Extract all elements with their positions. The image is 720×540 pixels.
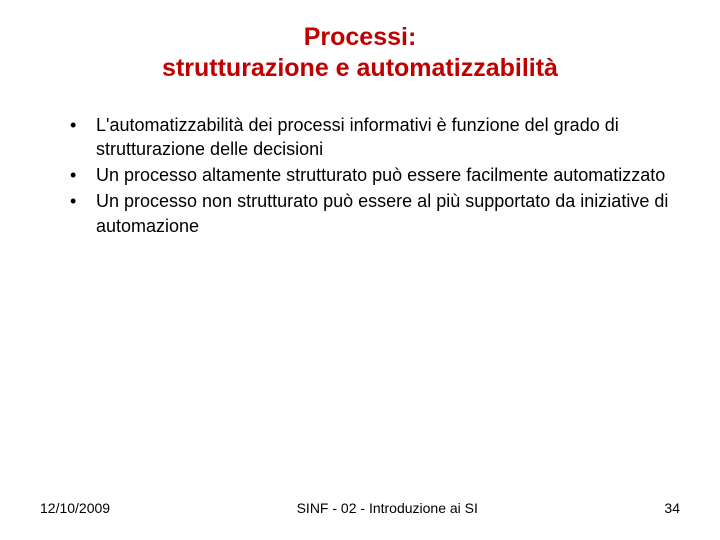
bullet-item: L'automatizzabilità dei processi informa… <box>70 113 680 162</box>
title-line-1: Processi: <box>40 22 680 53</box>
slide: Processi: strutturazione e automatizzabi… <box>0 0 720 540</box>
footer-center: SINF - 02 - Introduzione ai SI <box>110 500 664 516</box>
slide-footer: 12/10/2009 SINF - 02 - Introduzione ai S… <box>0 500 720 516</box>
bullet-list: L'automatizzabilità dei processi informa… <box>40 113 680 238</box>
bullet-item: Un processo non strutturato può essere a… <box>70 189 680 238</box>
title-line-2: strutturazione e automatizzabilità <box>40 53 680 84</box>
footer-page-number: 34 <box>664 500 680 516</box>
footer-date: 12/10/2009 <box>40 500 110 516</box>
bullet-item: Un processo altamente strutturato può es… <box>70 163 680 187</box>
slide-title: Processi: strutturazione e automatizzabi… <box>40 22 680 85</box>
